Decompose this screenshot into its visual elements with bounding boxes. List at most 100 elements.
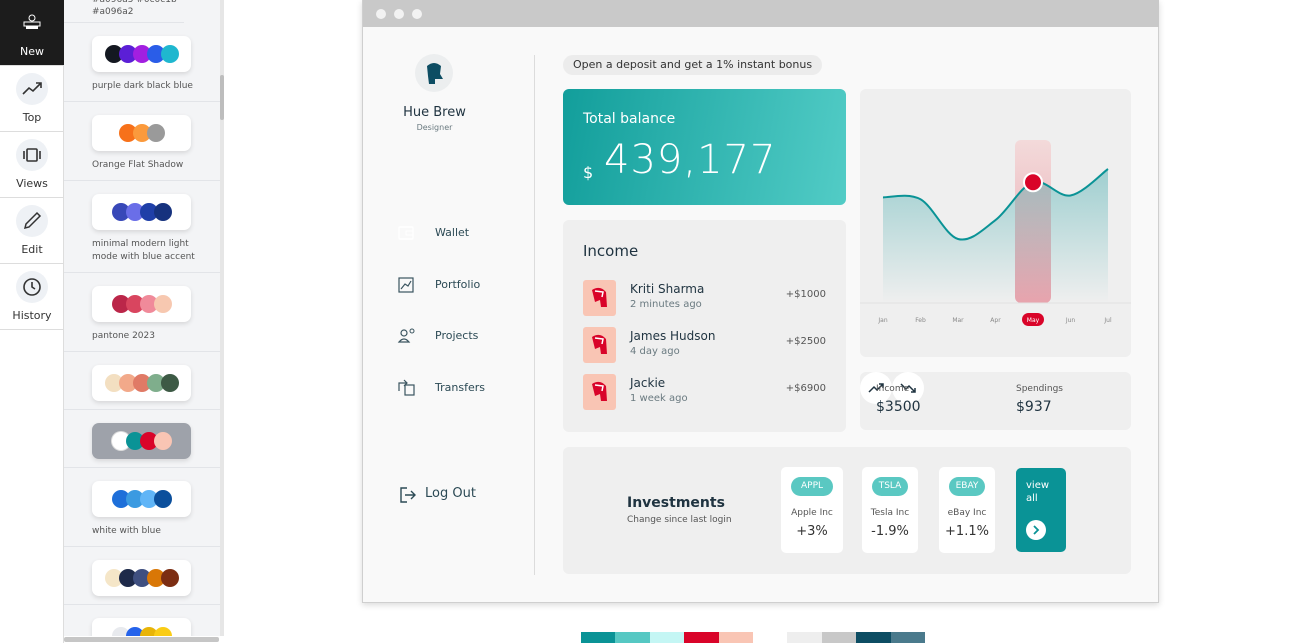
swatch (890, 632, 925, 643)
summary-icon[interactable] (892, 372, 924, 404)
palette-item[interactable] (64, 605, 220, 636)
nav-item[interactable]: Views (0, 132, 64, 198)
chart-line (882, 168, 1109, 241)
logout[interactable]: Log Out (425, 486, 476, 501)
logout-icon[interactable] (399, 486, 417, 504)
palette-card[interactable] (92, 194, 191, 230)
chart-card: Jan Feb Mar Apr May Jun Jul (860, 89, 1131, 357)
color-dot (139, 627, 158, 636)
nav-icon[interactable] (15, 72, 49, 106)
color-dot (160, 374, 179, 392)
color-dot (153, 295, 172, 313)
view-all-icon[interactable] (1026, 520, 1046, 540)
summary-icon[interactable] (860, 372, 892, 404)
palette-item[interactable]: pantone 2023 (64, 273, 220, 352)
income-title: Income (583, 242, 639, 260)
color-dot (125, 203, 144, 221)
menu-item[interactable]: Wallet (391, 218, 531, 248)
nav-label[interactable]: New (20, 45, 44, 58)
window-dot (394, 9, 404, 19)
nav-label[interactable]: Views (16, 177, 48, 190)
income-card: Income Kriti Sharma 2 minutes ago +$1000 Ja… (563, 220, 846, 432)
palette-item[interactable]: Orange Flat Shadow (64, 102, 220, 181)
menu-icon[interactable] (391, 373, 421, 403)
palette-item[interactable]: white with blue (64, 468, 220, 547)
nav-item[interactable]: Top (0, 66, 64, 132)
palette-card[interactable] (92, 286, 191, 322)
palette-name[interactable]: pantone 2023 (92, 331, 155, 341)
summary-card: Income $3500 Spendings $937 (860, 372, 1131, 430)
palette-card[interactable] (92, 560, 191, 596)
month-label: Apr (990, 317, 1001, 324)
nav-label[interactable]: History (12, 309, 52, 322)
color-dot (111, 627, 130, 636)
month-label: Mar (952, 317, 964, 324)
palette-item[interactable]: minimal modern light mode with blue acce… (64, 181, 220, 273)
palette-item[interactable] (64, 410, 220, 468)
stock-name: Apple Inc (791, 508, 833, 518)
palette-card[interactable] (92, 36, 191, 72)
palette-card[interactable] (92, 481, 191, 517)
palette-name[interactable]: minimal modern light mode with blue acce… (92, 239, 195, 262)
nav-icon[interactable] (15, 204, 49, 238)
palette-name[interactable]: purple dark black blue (92, 81, 193, 91)
palette-name[interactable]: white with blue (92, 526, 161, 536)
view-all-label[interactable]: view all (1026, 480, 1050, 504)
divider (534, 55, 535, 575)
menu-icon[interactable] (391, 218, 421, 248)
entry-amount: +$6900 (785, 383, 826, 394)
nav-item[interactable]: Edit (0, 198, 64, 264)
menu-icon[interactable] (391, 270, 421, 300)
palette-card[interactable] (92, 115, 191, 151)
palette-name[interactable]: Orange Flat Shadow (92, 160, 184, 170)
month-label: May (1027, 317, 1040, 324)
month-label: Jul (1103, 317, 1112, 324)
nav-icon[interactable] (15, 138, 49, 172)
entry-time: 2 minutes ago (630, 299, 702, 310)
menu-label[interactable]: Wallet (435, 226, 470, 239)
currency: $ (583, 163, 594, 182)
color-dot (125, 432, 144, 450)
menu-label[interactable]: Projects (435, 329, 479, 342)
palette-item[interactable]: purple dark black blue (64, 23, 220, 102)
menu-item[interactable]: Portfolio (391, 270, 531, 300)
stock-card[interactable]: EBAY eBay Inc +1.1% (939, 467, 995, 553)
palette-item[interactable] (64, 547, 220, 605)
nav-label[interactable]: Top (22, 111, 42, 124)
title-bar (363, 0, 1159, 27)
nav-item[interactable]: History (0, 264, 64, 330)
nav-item[interactable]: New (0, 0, 64, 66)
h-scrollbar[interactable] (64, 637, 219, 642)
palette-item[interactable] (64, 352, 220, 410)
menu-item[interactable]: Transfers (391, 373, 531, 403)
chart-area (883, 169, 1108, 303)
color-dot (132, 569, 151, 587)
promo[interactable]: Open a deposit and get a 1% instant bonu… (563, 55, 823, 75)
entry-amount: +$1000 (785, 289, 826, 300)
view-all[interactable]: view all (1016, 468, 1066, 552)
palette-card[interactable] (92, 618, 191, 636)
nav-icon[interactable] (15, 270, 49, 304)
menu-icon[interactable] (391, 321, 421, 351)
palette-card[interactable] (92, 423, 191, 459)
balance-amount: 439,177 (604, 137, 777, 183)
menu-label[interactable]: Portfolio (435, 277, 481, 291)
scroll-thumb[interactable] (220, 75, 224, 120)
stock-card[interactable]: APPL Apple Inc +3% (781, 467, 843, 553)
scrollbar[interactable] (220, 0, 224, 636)
color-dot (118, 45, 137, 63)
highlight-point (1023, 172, 1043, 193)
entry-name: Jackie (630, 376, 666, 390)
nav-icon[interactable] (15, 6, 49, 40)
menu-label[interactable]: Transfers (435, 380, 485, 394)
palette-card[interactable] (92, 365, 191, 401)
swatch (821, 632, 857, 643)
color-dot (139, 203, 158, 221)
stock-card[interactable]: TSLA Tesla Inc -1.9% (862, 467, 918, 553)
stock-change: +1.1% (945, 524, 989, 539)
color-dot (125, 295, 144, 313)
swatch-strip (581, 632, 925, 643)
nav-label[interactable]: Edit (21, 243, 43, 256)
color-dot (125, 490, 144, 508)
menu-item[interactable]: Projects (391, 321, 531, 351)
